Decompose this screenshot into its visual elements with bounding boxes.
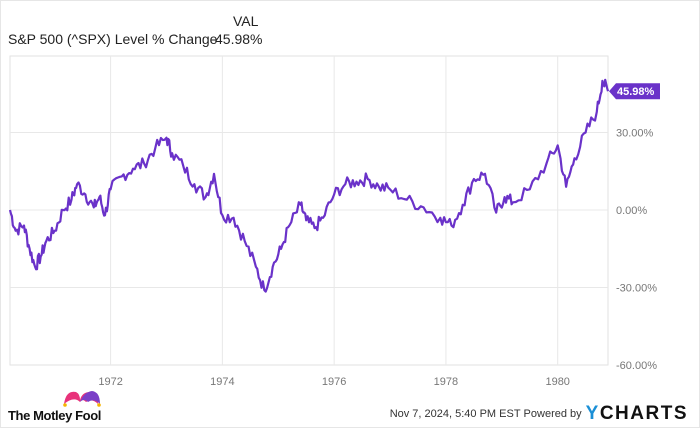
end-value-label: 45.98%	[609, 83, 660, 100]
footer-attribution: Nov 7, 2024, 5:40 PM EST Powered by YCHA…	[390, 403, 688, 425]
svg-text:45.98%: 45.98%	[617, 86, 655, 98]
powered-by-label: Powered by	[523, 408, 582, 420]
y-tick-label: 30.00%	[616, 128, 654, 140]
y-axis-ticks: 30.00% 0.00% -30.00% -60.00%	[616, 128, 657, 373]
x-tick-label: 1974	[210, 376, 234, 388]
x-axis-ticks: 1972 1974 1976 1978 1980	[98, 376, 570, 388]
y-tick-label: -30.00%	[616, 283, 657, 295]
y-tick-label: 0.00%	[616, 205, 647, 217]
legend-column-header: VAL	[233, 13, 259, 29]
brand-name: The Motley Fool	[8, 408, 101, 423]
x-tick-label: 1980	[545, 376, 569, 388]
gridlines	[10, 56, 608, 365]
legend-series-label: S&P 500 (^SPX) Level % Change	[8, 31, 218, 47]
x-tick-label: 1976	[322, 376, 346, 388]
x-tick-label: 1978	[434, 376, 458, 388]
series-line[interactable]	[8, 78, 610, 293]
y-tick-label: -60.00%	[616, 360, 657, 372]
timestamp: Nov 7, 2024, 5:40 PM EST	[389, 408, 521, 420]
ycharts-logo[interactable]: YCHARTS	[585, 403, 688, 424]
legend-series-value: 45.98%	[215, 31, 263, 47]
x-tick-label: 1972	[98, 376, 122, 388]
jester-hat-icon	[63, 391, 101, 407]
